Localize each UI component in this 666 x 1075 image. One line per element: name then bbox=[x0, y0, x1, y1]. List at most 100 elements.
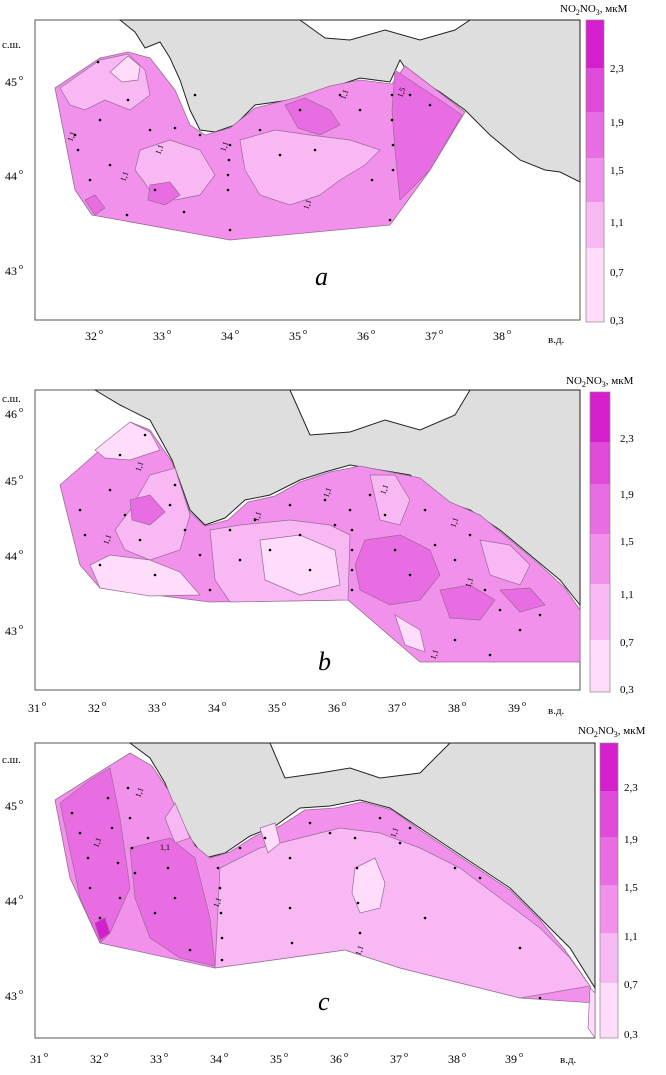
lon-axis: 32 o 33 o 34 o 35 o 36 o 37 o 38 o в.д. bbox=[85, 327, 565, 346]
svg-text:1,1: 1,1 bbox=[153, 143, 165, 155]
svg-text:1,9: 1,9 bbox=[624, 834, 638, 846]
svg-text:36: 36 bbox=[330, 1052, 342, 1066]
svg-text:o: o bbox=[19, 405, 23, 414]
lat-axis: с.ш. 45 o 44 o 43 o bbox=[2, 754, 23, 1003]
legend: NO2NO3, мкМ 2,3 1,9 1,5 1,1 0,7 0,3 bbox=[560, 3, 628, 327]
svg-text:45: 45 bbox=[5, 474, 17, 488]
svg-text:o: o bbox=[104, 1050, 108, 1059]
svg-text:o: o bbox=[167, 327, 171, 336]
svg-text:46: 46 bbox=[5, 407, 17, 421]
svg-text:0,7: 0,7 bbox=[610, 267, 624, 279]
svg-text:2,3: 2,3 bbox=[624, 782, 638, 794]
svg-text:1,1: 1,1 bbox=[133, 786, 145, 798]
svg-text:o: o bbox=[344, 1050, 348, 1059]
svg-text:NO2NO3, мкМ: NO2NO3, мкМ bbox=[560, 3, 628, 17]
svg-text:33: 33 bbox=[153, 329, 165, 343]
svg-text:1,1: 1,1 bbox=[463, 576, 475, 588]
svg-text:33: 33 bbox=[148, 701, 160, 715]
svg-text:0,3: 0,3 bbox=[620, 684, 634, 696]
svg-text:o: o bbox=[19, 547, 23, 556]
lat-axis: с.ш. 45 o 44 o 43 o bbox=[2, 39, 23, 278]
svg-text:o: o bbox=[371, 327, 375, 336]
svg-text:1,1: 1,1 bbox=[101, 533, 113, 545]
contour-labels: 1,1 1,1 1,1 1,1 1,1 1,1 bbox=[91, 786, 400, 956]
lon-axis: 31 o 32 o 33 o 34 o 35 o 36 o 37 o 38 o 39 o в.д. bbox=[30, 1050, 577, 1066]
svg-text:o: o bbox=[19, 987, 23, 996]
svg-text:1,1: 1,1 bbox=[301, 198, 313, 210]
lat-axis: с.ш. 46 o 45 o 44 o 43 o bbox=[2, 393, 23, 638]
svg-text:o: o bbox=[42, 699, 46, 708]
svg-text:с.ш.: с.ш. bbox=[2, 754, 21, 766]
svg-text:1,1: 1,1 bbox=[118, 170, 130, 182]
panel-letter: b bbox=[318, 647, 331, 676]
svg-text:1,5: 1,5 bbox=[395, 86, 407, 98]
svg-text:o: o bbox=[19, 472, 23, 481]
svg-text:1,9: 1,9 bbox=[620, 489, 634, 501]
svg-text:1,5: 1,5 bbox=[620, 536, 634, 548]
svg-text:31: 31 bbox=[28, 701, 40, 715]
svg-text:0,7: 0,7 bbox=[624, 979, 638, 991]
svg-text:o: o bbox=[19, 73, 23, 82]
svg-text:33: 33 bbox=[150, 1052, 162, 1066]
svg-text:35: 35 bbox=[270, 1052, 282, 1066]
svg-text:o: o bbox=[235, 327, 239, 336]
legend: NO2NO3, мкМ 2,3 1,9 1,5 1,1 0,7 0,3 bbox=[566, 375, 634, 696]
svg-text:1,1: 1,1 bbox=[251, 510, 263, 522]
contour-labels: 1,1 1,1 1,1 1,1 1,1 1,1 1,5 bbox=[65, 86, 407, 210]
station-points bbox=[70, 786, 542, 1000]
svg-text:o: o bbox=[162, 699, 166, 708]
svg-text:35: 35 bbox=[268, 701, 280, 715]
svg-text:o: o bbox=[19, 262, 23, 271]
svg-text:44: 44 bbox=[5, 894, 17, 908]
svg-text:2,3: 2,3 bbox=[610, 63, 624, 75]
land bbox=[118, 19, 581, 183]
svg-text:39: 39 bbox=[505, 1052, 517, 1066]
svg-text:34: 34 bbox=[208, 701, 220, 715]
svg-text:1,5: 1,5 bbox=[624, 882, 638, 894]
svg-text:o: o bbox=[282, 699, 286, 708]
svg-text:o: o bbox=[402, 699, 406, 708]
svg-text:1,1: 1,1 bbox=[160, 843, 170, 852]
svg-text:o: o bbox=[462, 699, 466, 708]
svg-text:o: o bbox=[19, 892, 23, 901]
svg-text:43: 43 bbox=[5, 989, 17, 1003]
svg-text:o: o bbox=[462, 1050, 466, 1059]
svg-text:1,1: 1,1 bbox=[91, 836, 103, 848]
svg-text:1,1: 1,1 bbox=[610, 217, 624, 229]
svg-text:32: 32 bbox=[85, 329, 97, 343]
svg-text:1,1: 1,1 bbox=[388, 826, 400, 838]
svg-text:32: 32 bbox=[90, 1052, 102, 1066]
svg-text:35: 35 bbox=[289, 329, 301, 343]
svg-text:1,1: 1,1 bbox=[428, 648, 440, 660]
svg-text:1,1: 1,1 bbox=[338, 88, 350, 100]
svg-text:o: o bbox=[342, 699, 346, 708]
svg-text:38: 38 bbox=[448, 701, 460, 715]
svg-text:36: 36 bbox=[328, 701, 340, 715]
svg-text:1,1: 1,1 bbox=[378, 483, 390, 495]
svg-text:o: o bbox=[19, 167, 23, 176]
svg-text:45: 45 bbox=[5, 799, 17, 813]
svg-text:1,1: 1,1 bbox=[321, 486, 333, 498]
svg-text:38: 38 bbox=[493, 329, 505, 343]
svg-text:с.ш.: с.ш. bbox=[2, 393, 21, 405]
svg-text:o: o bbox=[404, 1050, 408, 1059]
svg-text:o: o bbox=[19, 797, 23, 806]
svg-text:с.ш.: с.ш. bbox=[2, 39, 21, 51]
svg-text:o: o bbox=[224, 1050, 228, 1059]
contour-labels: 1,1 1,1 1,1 1,1 1,1 1,1 1,1 1,1 bbox=[101, 460, 475, 660]
svg-text:37: 37 bbox=[390, 1052, 402, 1066]
svg-text:1,1: 1,1 bbox=[218, 140, 230, 152]
svg-text:45: 45 bbox=[5, 75, 17, 89]
svg-text:1,5: 1,5 bbox=[610, 165, 624, 177]
svg-text:1,1: 1,1 bbox=[65, 130, 77, 142]
svg-text:1,1: 1,1 bbox=[211, 896, 223, 908]
svg-text:в.д.: в.д. bbox=[560, 1054, 577, 1066]
svg-text:32: 32 bbox=[88, 701, 100, 715]
svg-text:o: o bbox=[303, 327, 307, 336]
svg-text:43: 43 bbox=[5, 264, 17, 278]
panel-letter: c bbox=[318, 987, 330, 1016]
svg-text:1,1: 1,1 bbox=[133, 460, 145, 472]
land bbox=[93, 389, 581, 607]
svg-text:в.д.: в.д. bbox=[548, 705, 565, 717]
panel-letter: a bbox=[315, 262, 328, 291]
